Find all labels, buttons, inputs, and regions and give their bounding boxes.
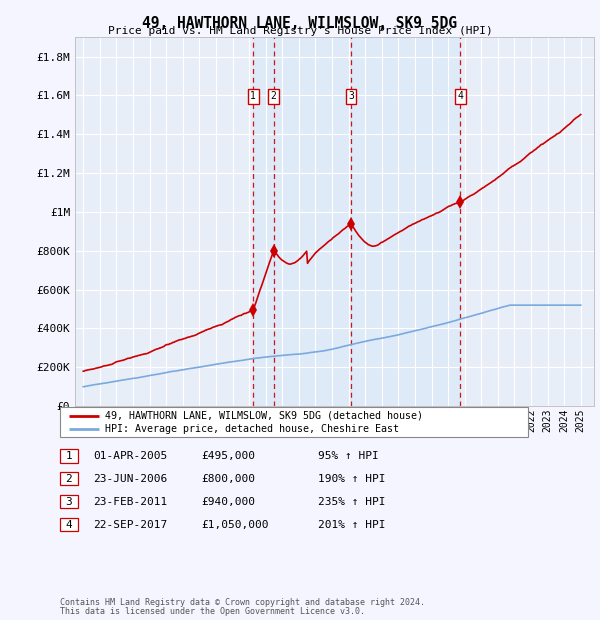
Text: 190% ↑ HPI: 190% ↑ HPI xyxy=(318,474,386,484)
Text: 4: 4 xyxy=(65,520,73,529)
Text: £800,000: £800,000 xyxy=(201,474,255,484)
Text: 1: 1 xyxy=(250,91,256,102)
Text: 4: 4 xyxy=(457,91,463,102)
Text: £1,050,000: £1,050,000 xyxy=(201,520,269,529)
Text: 23-FEB-2011: 23-FEB-2011 xyxy=(93,497,167,507)
Bar xyxy=(253,37,274,406)
Text: 01-APR-2005: 01-APR-2005 xyxy=(93,451,167,461)
Text: £940,000: £940,000 xyxy=(201,497,255,507)
Text: This data is licensed under the Open Government Licence v3.0.: This data is licensed under the Open Gov… xyxy=(60,608,365,616)
Text: 201% ↑ HPI: 201% ↑ HPI xyxy=(318,520,386,529)
Text: 95% ↑ HPI: 95% ↑ HPI xyxy=(318,451,379,461)
Text: 2: 2 xyxy=(65,474,73,484)
Text: 3: 3 xyxy=(348,91,354,102)
Bar xyxy=(274,37,351,406)
Text: 1: 1 xyxy=(65,451,73,461)
Text: 22-SEP-2017: 22-SEP-2017 xyxy=(93,520,167,529)
Text: 49, HAWTHORN LANE, WILMSLOW, SK9 5DG (detached house): 49, HAWTHORN LANE, WILMSLOW, SK9 5DG (de… xyxy=(105,410,423,421)
Text: 3: 3 xyxy=(65,497,73,507)
Text: 235% ↑ HPI: 235% ↑ HPI xyxy=(318,497,386,507)
Bar xyxy=(351,37,460,406)
Text: £495,000: £495,000 xyxy=(201,451,255,461)
Text: 2: 2 xyxy=(271,91,277,102)
Text: 23-JUN-2006: 23-JUN-2006 xyxy=(93,474,167,484)
Text: Contains HM Land Registry data © Crown copyright and database right 2024.: Contains HM Land Registry data © Crown c… xyxy=(60,598,425,607)
Text: Price paid vs. HM Land Registry's House Price Index (HPI): Price paid vs. HM Land Registry's House … xyxy=(107,26,493,36)
Text: 49, HAWTHORN LANE, WILMSLOW, SK9 5DG: 49, HAWTHORN LANE, WILMSLOW, SK9 5DG xyxy=(143,16,458,30)
Text: HPI: Average price, detached house, Cheshire East: HPI: Average price, detached house, Ches… xyxy=(105,423,399,434)
